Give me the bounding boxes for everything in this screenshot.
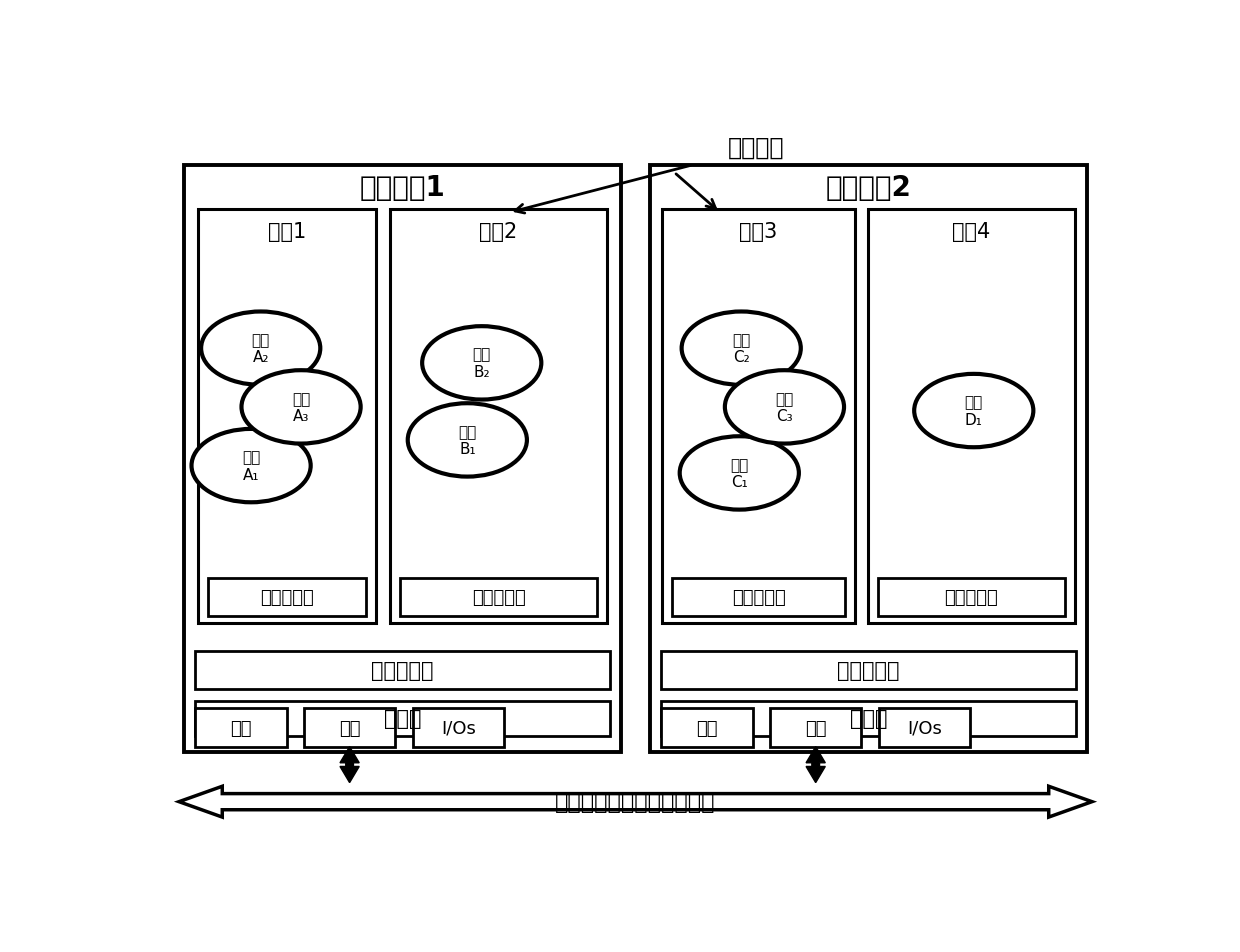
Text: 本地调度器: 本地调度器 bbox=[732, 588, 785, 606]
Text: 任务
B₂: 任务 B₂ bbox=[472, 347, 491, 380]
Text: 本地调度器: 本地调度器 bbox=[260, 588, 314, 606]
Text: I/Os: I/Os bbox=[906, 719, 941, 737]
Bar bbox=[401, 578, 598, 616]
Text: 任务
D₁: 任务 D₁ bbox=[965, 395, 983, 427]
Polygon shape bbox=[179, 786, 1092, 817]
Bar bbox=[304, 708, 396, 747]
Polygon shape bbox=[340, 747, 360, 783]
Text: 任务
A₂: 任务 A₂ bbox=[252, 332, 270, 365]
Ellipse shape bbox=[242, 371, 361, 445]
Bar bbox=[878, 578, 1065, 616]
Bar bbox=[196, 708, 286, 747]
Text: 网卡: 网卡 bbox=[805, 719, 826, 737]
Bar bbox=[196, 702, 610, 736]
Text: 内存: 内存 bbox=[697, 719, 718, 737]
Text: 任务
A₃: 任务 A₃ bbox=[291, 391, 310, 424]
Text: 分区2: 分区2 bbox=[480, 222, 517, 242]
Bar bbox=[198, 209, 376, 624]
Text: 内存: 内存 bbox=[231, 719, 252, 737]
Ellipse shape bbox=[201, 312, 320, 386]
Bar bbox=[661, 702, 1075, 736]
Text: 处理器: 处理器 bbox=[849, 708, 888, 728]
Ellipse shape bbox=[680, 437, 799, 510]
Ellipse shape bbox=[725, 371, 844, 445]
Bar bbox=[391, 209, 606, 624]
Bar bbox=[662, 209, 854, 624]
Bar bbox=[196, 651, 610, 689]
Text: 处理节点2: 处理节点2 bbox=[826, 173, 911, 202]
Text: 航空电子高速数据总线网络: 航空电子高速数据总线网络 bbox=[556, 792, 715, 812]
Bar bbox=[184, 166, 621, 752]
Text: 全局调度器: 全局调度器 bbox=[837, 661, 900, 681]
Ellipse shape bbox=[191, 429, 311, 503]
Ellipse shape bbox=[682, 312, 801, 386]
Bar bbox=[672, 578, 844, 616]
Ellipse shape bbox=[914, 374, 1033, 447]
Polygon shape bbox=[806, 747, 826, 783]
Bar bbox=[770, 708, 862, 747]
Bar bbox=[879, 708, 970, 747]
Text: 分区4: 分区4 bbox=[952, 222, 991, 242]
Bar bbox=[208, 578, 367, 616]
Text: 任务
C₃: 任务 C₃ bbox=[775, 391, 794, 424]
Text: 分区3: 分区3 bbox=[739, 222, 777, 242]
Ellipse shape bbox=[422, 327, 542, 400]
Text: 任务
B₁: 任务 B₁ bbox=[459, 425, 476, 457]
Text: 任务
C₁: 任务 C₁ bbox=[730, 457, 749, 489]
Text: I/Os: I/Os bbox=[440, 719, 476, 737]
Text: 处理器: 处理器 bbox=[383, 708, 422, 728]
Bar bbox=[661, 651, 1075, 689]
Text: 任务
C₂: 任务 C₂ bbox=[732, 332, 750, 365]
Bar bbox=[413, 708, 503, 747]
Text: 系统分区: 系统分区 bbox=[728, 135, 784, 159]
Text: 处理节点1: 处理节点1 bbox=[360, 173, 445, 202]
Bar bbox=[650, 166, 1087, 752]
Text: 本地调度器: 本地调度器 bbox=[945, 588, 998, 606]
Text: 分区1: 分区1 bbox=[268, 222, 306, 242]
Text: 网卡: 网卡 bbox=[339, 719, 361, 737]
Text: 全局调度器: 全局调度器 bbox=[371, 661, 434, 681]
Bar bbox=[868, 209, 1075, 624]
Ellipse shape bbox=[408, 404, 527, 477]
Text: 本地调度器: 本地调度器 bbox=[471, 588, 526, 606]
Text: 任务
A₁: 任务 A₁ bbox=[242, 450, 260, 483]
Bar bbox=[661, 708, 753, 747]
